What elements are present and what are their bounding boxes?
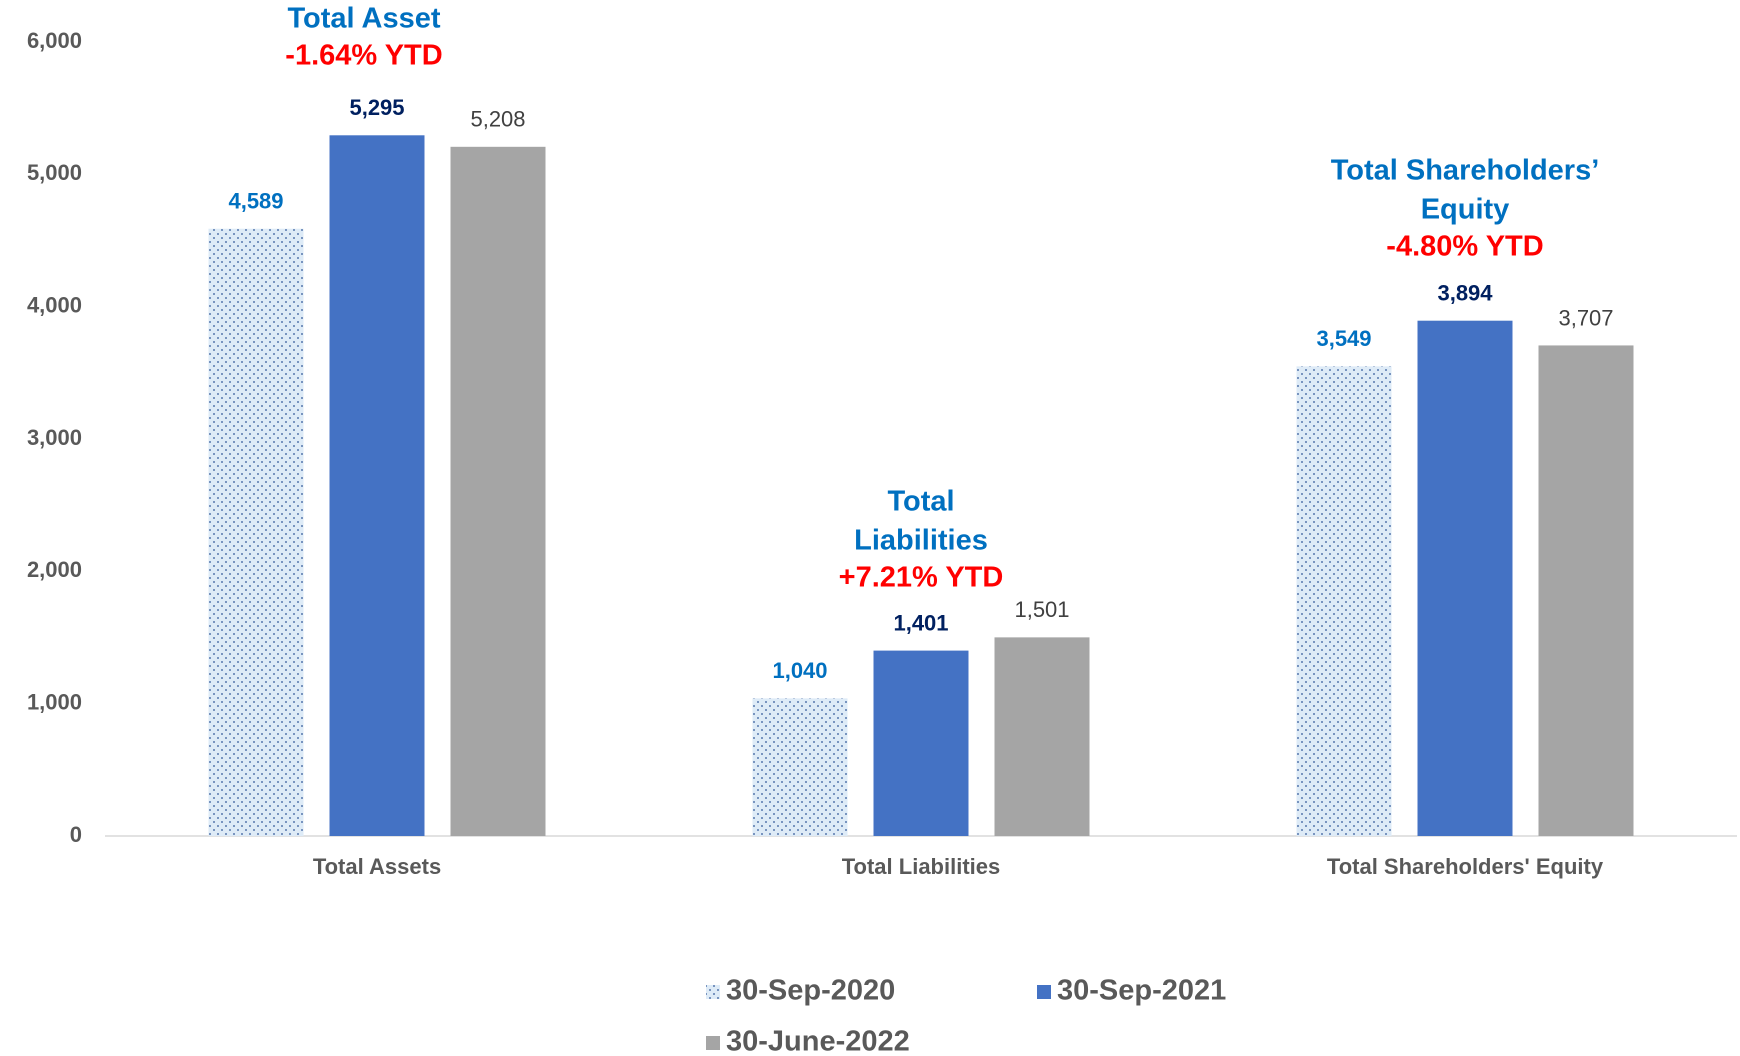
bar [450, 146, 546, 837]
annotation-title: Total Shareholders’ [1331, 155, 1600, 187]
value-label: 1,501 [1014, 597, 1069, 622]
bar [873, 650, 969, 836]
bar [752, 698, 848, 836]
annotation-change: -1.64% YTD [285, 40, 442, 72]
value-label: 1,040 [772, 658, 827, 683]
annotation-title: Total Asset [287, 3, 440, 35]
x-tick-label: Total Liabilities [842, 854, 1001, 879]
x-tick-label: Total Shareholders' Equity [1327, 854, 1604, 879]
bar [994, 637, 1090, 836]
y-tick-label: 2,000 [27, 557, 82, 582]
value-label: 3,894 [1437, 281, 1493, 306]
x-tick-label: Total Assets [313, 854, 441, 879]
value-label: 3,549 [1316, 326, 1371, 351]
value-label: 5,295 [349, 95, 404, 120]
bar [329, 135, 425, 837]
value-label: 1,401 [893, 610, 948, 635]
bar [208, 228, 304, 836]
legend-label: 30-Sep-2020 [726, 975, 895, 1007]
legend-label: 30-June-2022 [726, 1026, 910, 1056]
annotation-title: Equity [1421, 194, 1510, 226]
value-label: 5,208 [470, 107, 525, 132]
legend-swatch [706, 985, 720, 999]
legend-swatch [1037, 985, 1051, 999]
y-tick-label: 4,000 [27, 292, 82, 317]
y-tick-label: 0 [70, 822, 82, 847]
value-label: 4,589 [228, 189, 283, 214]
annotation-change: +7.21% YTD [839, 562, 1004, 594]
legend-swatch [706, 1036, 720, 1050]
legend-label: 30-Sep-2021 [1057, 975, 1226, 1007]
annotation-change: -4.80% YTD [1386, 231, 1543, 263]
y-tick-label: 6,000 [27, 28, 82, 53]
bar [1538, 345, 1634, 836]
value-label: 3,707 [1558, 305, 1613, 330]
y-tick-label: 3,000 [27, 425, 82, 450]
bar [1417, 320, 1513, 837]
bar [1296, 366, 1392, 836]
annotation-title: Total [887, 486, 954, 518]
y-tick-label: 5,000 [27, 160, 82, 185]
annotation-title: Liabilities [854, 525, 988, 557]
y-tick-label: 1,000 [27, 689, 82, 714]
